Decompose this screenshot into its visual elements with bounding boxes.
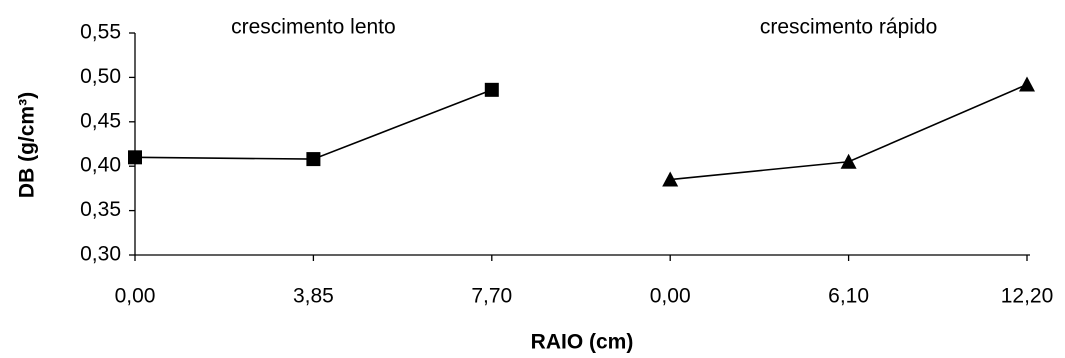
triangle-marker: [1019, 76, 1035, 92]
y-axis-title: DB (g/cm³): [16, 92, 39, 198]
series-label: crescimento lento: [231, 16, 396, 39]
square-marker: [484, 82, 499, 97]
x-tick-label: 3,85: [293, 285, 334, 308]
square-marker: [306, 152, 321, 167]
x-tick-label: 0,00: [650, 285, 691, 308]
series-line: [134, 89, 493, 160]
x-tick-label: 6,10: [828, 285, 869, 308]
x-tick-label: 12,20: [1001, 285, 1054, 308]
series-label: crescimento rápido: [760, 16, 937, 39]
y-tick-label: 0,35: [80, 198, 121, 221]
triangle-marker: [662, 171, 679, 187]
x-tick-label: 0,00: [115, 285, 156, 308]
y-tick-label: 0,50: [80, 65, 121, 88]
x-axis-title: RAIO (cm): [531, 331, 634, 354]
y-tick-label: 0,40: [80, 154, 121, 177]
x-tick-label: 7,70: [471, 285, 512, 308]
square-marker: [128, 150, 142, 165]
triangle-marker: [840, 153, 857, 169]
y-tick-label: 0,30: [80, 243, 121, 266]
y-tick-label: 0,55: [80, 21, 121, 44]
y-tick-label: 0,45: [80, 109, 121, 132]
